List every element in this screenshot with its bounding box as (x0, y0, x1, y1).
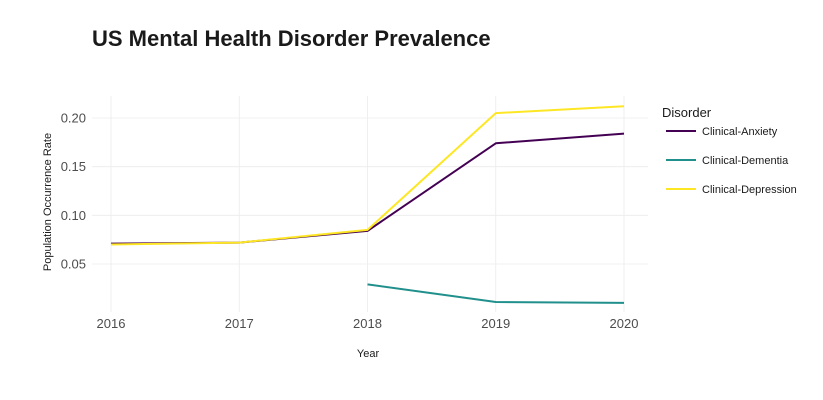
series-lines (110, 105, 625, 304)
legend: Disorder Clinical-Anxiety Clinical-Dement… (662, 105, 797, 196)
legend-label: Clinical-Anxiety (702, 126, 778, 138)
legend-label: Clinical-Depression (702, 184, 797, 196)
x-tick-label: 2018 (353, 316, 382, 331)
series-line-clinical-dementia (367, 283, 625, 304)
y-tick-label: 0.05 (61, 257, 86, 272)
series-line-clinical-depression (110, 105, 625, 246)
y-axis-ticks: 0.05 0.10 0.15 0.20 (61, 111, 86, 272)
legend-item: Clinical-Anxiety (666, 126, 778, 138)
chart-title: US Mental Health Disorder Prevalence (92, 26, 491, 51)
x-axis-ticks: 2016 2017 2018 2019 2020 (97, 316, 639, 331)
legend-label: Clinical-Dementia (702, 155, 789, 167)
x-axis-title: Year (357, 348, 380, 360)
x-tick-label: 2019 (481, 316, 510, 331)
x-tick-label: 2017 (225, 316, 254, 331)
y-tick-label: 0.15 (61, 159, 86, 174)
legend-item: Clinical-Depression (666, 184, 797, 196)
legend-item: Clinical-Dementia (666, 155, 789, 167)
legend-title: Disorder (662, 105, 712, 120)
y-axis-title: Population Occurrence Rate (42, 133, 54, 271)
grid (92, 96, 648, 312)
y-tick-label: 0.10 (61, 208, 86, 223)
x-tick-label: 2016 (97, 316, 126, 331)
legend-items: Clinical-Anxiety Clinical-Dementia Clinica… (666, 126, 797, 196)
y-tick-label: 0.20 (61, 111, 86, 126)
x-tick-label: 2020 (610, 316, 639, 331)
